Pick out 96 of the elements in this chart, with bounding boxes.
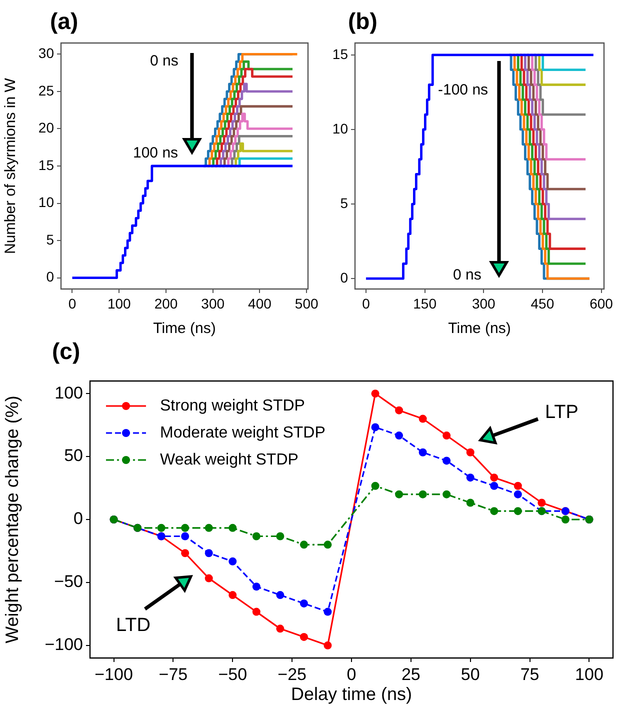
- x-tick-label: 300: [201, 295, 225, 312]
- point: [181, 549, 190, 558]
- chart-title: (b): [348, 8, 378, 35]
- point: [252, 582, 260, 591]
- x-tick-label: −50: [218, 664, 248, 684]
- point: [228, 524, 237, 532]
- x-tick-label: 200: [154, 295, 178, 312]
- x-tick-label: −100: [94, 664, 133, 684]
- point: [371, 390, 380, 398]
- annotation: -100 ns: [438, 82, 488, 98]
- y-tick-label: 15: [332, 46, 348, 62]
- chart-title: (a): [50, 8, 78, 35]
- y-tick-label: 50: [64, 446, 83, 466]
- y-tick-label: 5: [46, 231, 54, 248]
- x-tick-label: 100: [575, 664, 604, 684]
- x-tick-label: 50: [460, 664, 480, 684]
- point: [466, 498, 474, 507]
- y-tick-label: 0: [46, 268, 54, 285]
- legend-label: Moderate weight STDP: [160, 424, 326, 442]
- point: [228, 591, 237, 600]
- point: [418, 448, 427, 456]
- annotation: 0 ns: [150, 52, 178, 70]
- y-axis-title: Weight percentage change (%): [2, 396, 22, 644]
- chart-title: (c): [52, 338, 80, 365]
- y-tick-label: −100: [44, 635, 83, 654]
- point: [276, 591, 284, 600]
- point: [252, 608, 260, 616]
- annotation: LTP: [545, 402, 578, 424]
- x-tick-label: 300: [472, 295, 496, 312]
- point: [490, 507, 498, 516]
- y-tick-label: 10: [38, 194, 54, 210]
- x-axis-title: Time (ns): [153, 320, 216, 338]
- point: [276, 532, 284, 540]
- point: [300, 632, 308, 641]
- x-tick-label: 450: [530, 295, 554, 312]
- x-tick-label: 100: [107, 295, 132, 312]
- point: [514, 490, 522, 498]
- y-tick-label: 10: [332, 120, 348, 136]
- point: [324, 608, 332, 616]
- x-tick-label: 25: [401, 664, 420, 684]
- point: [418, 414, 427, 423]
- point: [466, 474, 474, 482]
- point: [442, 490, 451, 498]
- annotation: LTD: [116, 615, 150, 637]
- point: [466, 448, 474, 456]
- y-tick-label: 0: [340, 269, 348, 286]
- point: [324, 540, 332, 549]
- y-tick-label: 30: [38, 45, 54, 62]
- x-tick-label: 150: [413, 295, 437, 312]
- point: [442, 432, 451, 440]
- point: [204, 524, 213, 532]
- annotation: 100 ns: [133, 144, 178, 162]
- point: [228, 557, 237, 566]
- point: [204, 549, 213, 558]
- point: [538, 498, 546, 507]
- y-tick-label: 0: [74, 509, 83, 528]
- point: [371, 482, 380, 490]
- x-axis-title: Time (ns): [448, 320, 511, 338]
- legend-label: Weak weight STDP: [160, 451, 298, 468]
- point: [561, 516, 570, 524]
- x-tick-label: −75: [158, 664, 188, 684]
- x-axis-title: Delay time (ns): [290, 684, 412, 704]
- point: [324, 641, 332, 650]
- x-tick-label: 500: [294, 295, 318, 312]
- point: [395, 406, 404, 414]
- y-tick-label: 15: [38, 156, 54, 173]
- point: [204, 574, 213, 582]
- y-tick-label: 20: [38, 120, 54, 136]
- point: [181, 532, 190, 540]
- point: [490, 482, 498, 490]
- y-tick-label: 5: [340, 194, 348, 211]
- y-tick-label: −50: [54, 572, 83, 592]
- point: [300, 540, 308, 549]
- point: [418, 490, 427, 498]
- y-tick-label: 100: [54, 383, 83, 402]
- point: [514, 482, 522, 490]
- point: [442, 456, 451, 465]
- point: [371, 423, 380, 432]
- point: [395, 490, 404, 498]
- x-tick-label: 600: [590, 295, 614, 312]
- point: [252, 532, 260, 540]
- point: [181, 524, 190, 532]
- x-tick-label: 0: [362, 295, 370, 312]
- x-tick-label: 75: [520, 664, 540, 684]
- point: [300, 599, 308, 608]
- point: [395, 432, 404, 440]
- point: [514, 507, 522, 516]
- point: [157, 524, 166, 532]
- x-tick-label: 400: [248, 295, 272, 312]
- y-axis-title: Number of skyrmions in W: [2, 77, 20, 254]
- point: [490, 474, 498, 482]
- point: [276, 624, 284, 633]
- y-tick-label: 25: [38, 82, 54, 98]
- annotation: 0 ns: [453, 266, 482, 284]
- x-tick-label: −25: [278, 664, 306, 684]
- legend-label: Strong weight STDP: [160, 397, 305, 414]
